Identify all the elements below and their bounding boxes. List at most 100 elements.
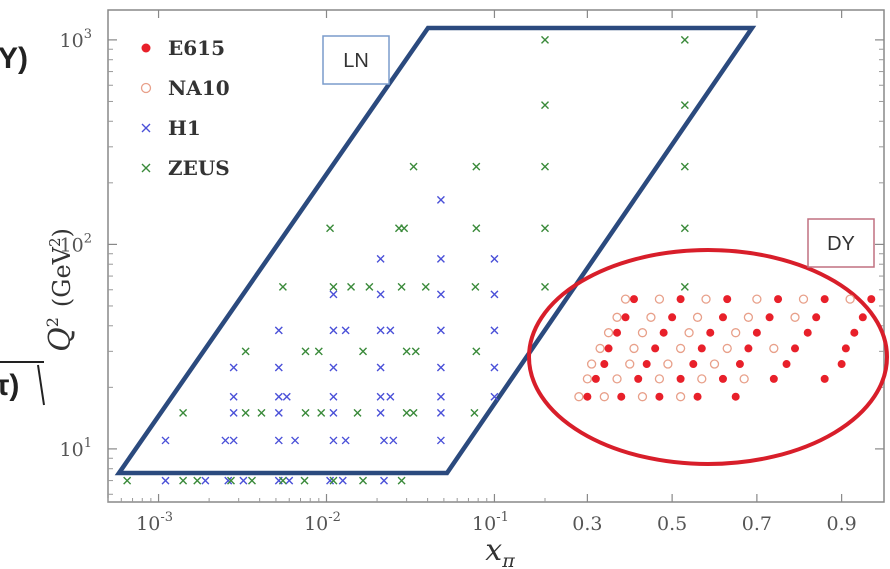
x-tick-label: 10-2 xyxy=(304,510,341,535)
zeus-point xyxy=(411,347,420,356)
na10-point xyxy=(845,294,855,304)
zeus-point xyxy=(326,224,335,233)
x-tick-label: 0.3 xyxy=(572,513,602,535)
zeus-point xyxy=(278,476,287,485)
h1-point xyxy=(380,436,389,445)
h1-point xyxy=(282,392,291,401)
zeus-point xyxy=(680,282,689,291)
e615-point xyxy=(718,313,727,322)
e615-point xyxy=(621,313,630,322)
h1-point xyxy=(338,476,347,485)
h1-point xyxy=(376,290,385,299)
h1-point xyxy=(229,436,238,445)
zeus-point xyxy=(680,35,689,44)
na10-point xyxy=(692,312,703,322)
na10-point xyxy=(675,343,686,354)
series-na10 xyxy=(574,294,855,402)
zeus-point xyxy=(314,347,323,356)
zeus-point xyxy=(365,282,374,291)
x-axis-title-sub: π xyxy=(501,550,515,569)
y-tick-label: 101 xyxy=(60,436,92,461)
e615-point xyxy=(820,295,829,304)
na10-point xyxy=(722,343,732,354)
x-tick-label: 0.5 xyxy=(657,513,687,535)
zeus-point xyxy=(301,347,310,356)
e615-point xyxy=(752,328,761,337)
na10-point xyxy=(629,343,639,354)
zeus-point xyxy=(353,408,362,417)
h1-point xyxy=(436,195,445,204)
zeus-point xyxy=(241,347,250,356)
na10-point xyxy=(684,328,694,338)
e615-point xyxy=(803,328,812,337)
h1-point xyxy=(436,290,445,299)
e615-point xyxy=(676,374,685,383)
h1-point xyxy=(490,290,499,299)
na10-point xyxy=(701,294,711,304)
na10-point xyxy=(595,343,605,354)
h1-point xyxy=(389,436,398,445)
na10-point xyxy=(612,312,622,322)
h1-point xyxy=(436,363,445,372)
e615-point xyxy=(769,374,778,383)
na10-point xyxy=(582,374,593,384)
h1-point xyxy=(436,326,445,335)
series-e615 xyxy=(583,295,876,401)
e615-point xyxy=(591,374,600,383)
e615-point xyxy=(731,392,740,401)
ln-region-label: LN xyxy=(343,50,369,72)
h1-point xyxy=(376,326,385,335)
e615-point xyxy=(867,295,876,304)
na10-point xyxy=(574,392,584,402)
h1-point xyxy=(329,363,338,372)
e615-point xyxy=(791,344,800,353)
na10-point xyxy=(620,294,631,304)
h1-point xyxy=(329,436,338,445)
h1-point xyxy=(376,408,385,417)
zeus-point xyxy=(541,35,549,44)
na10-point xyxy=(739,374,749,384)
zeus-point xyxy=(409,408,418,417)
na10-point xyxy=(654,294,665,304)
x-axis-title-symbol: x xyxy=(485,533,502,568)
zeus-point xyxy=(359,347,368,356)
legend: E615 NA10 H1 ZEUS xyxy=(140,36,230,180)
zeus-point xyxy=(680,101,689,110)
y-axis-title-symbol: Q xyxy=(43,327,78,352)
zeus-point xyxy=(472,162,481,171)
e615-point xyxy=(651,344,660,353)
h1-point xyxy=(285,476,294,485)
x-tick-label: 10-1 xyxy=(472,510,509,535)
legend-marker-e615 xyxy=(141,43,151,53)
e615-point xyxy=(634,374,643,383)
e615-point xyxy=(583,392,592,401)
zeus-point xyxy=(329,282,338,291)
x-tick-label: 10-3 xyxy=(136,510,173,535)
zeus-point xyxy=(402,347,411,356)
zeus-point xyxy=(179,476,188,485)
h1-point xyxy=(490,326,499,335)
zeus-point xyxy=(227,476,235,485)
h1-point xyxy=(490,363,499,372)
plot-frame xyxy=(107,9,885,503)
zeus-point xyxy=(193,476,202,485)
y-tick-label: 102 xyxy=(60,231,92,256)
zeus-point xyxy=(300,476,309,485)
y-axis-title-unit-close: ) xyxy=(48,228,76,237)
zeus-point xyxy=(421,282,430,291)
h1-point xyxy=(224,476,233,485)
e615-point xyxy=(774,295,783,304)
zeus-point xyxy=(247,476,256,485)
h1-point xyxy=(329,326,338,335)
e615-point xyxy=(676,295,685,304)
na10-point xyxy=(697,374,707,384)
h1-point xyxy=(386,392,395,401)
h1-point xyxy=(161,436,170,445)
h1-point xyxy=(201,476,210,485)
zeus-point xyxy=(402,408,411,417)
na10-point xyxy=(663,359,673,369)
h1-point xyxy=(436,408,445,417)
e615-point xyxy=(841,344,850,353)
h1-point xyxy=(229,408,238,417)
x-tick-label: 0.9 xyxy=(827,513,857,535)
